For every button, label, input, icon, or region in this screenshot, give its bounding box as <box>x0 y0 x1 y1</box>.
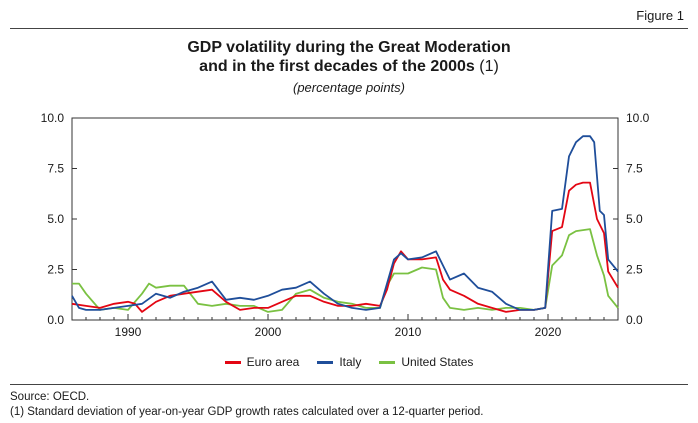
legend-label-united-states: United States <box>401 355 474 369</box>
legend-item-euro-area: Euro area <box>224 355 300 369</box>
chart-title-line2-text: and in the first decades of the 2000s <box>199 58 475 75</box>
series-line-euro-area <box>71 181 619 313</box>
figure-label: Figure 1 <box>636 8 684 23</box>
y-tick-label-right: 2.5 <box>626 263 643 277</box>
source-text: Source: OECD. <box>10 391 90 403</box>
y-tick-label-right: 5.0 <box>626 212 643 226</box>
footnote-text: (1) Standard deviation of year-on-year G… <box>10 406 484 418</box>
legend-swatch-united-states <box>379 360 396 364</box>
chart-title: GDP volatility during the Great Moderati… <box>0 38 698 76</box>
legend-item-united-states: United States <box>379 355 473 369</box>
series-line-italy <box>71 135 619 311</box>
x-tick-label: 2020 <box>535 325 562 339</box>
chart-subtitle: (percentage points) <box>292 80 405 95</box>
y-tick-label-left: 7.5 <box>47 162 64 176</box>
chart-title-line1: GDP volatility during the Great Moderati… <box>187 39 511 56</box>
legend-label-euro-area: Euro area <box>246 355 300 369</box>
x-tick-label: 2010 <box>395 325 422 339</box>
y-tick-label-right: 7.5 <box>626 162 643 176</box>
source-notes: Source: OECD. (1) Standard deviation of … <box>10 390 483 420</box>
series-line-united-states <box>72 228 619 313</box>
chart-legend: Euro area Italy United States <box>0 355 698 369</box>
legend-item-italy: Italy <box>317 355 361 369</box>
legend-label-italy: Italy <box>339 355 362 369</box>
legend-swatch-italy <box>317 360 334 364</box>
line-chart: 0.0 0.0 2.5 2.5 5.0 5.0 7.5 7.5 10.0 10.0 1990 2000… <box>41 111 650 339</box>
y-tick-label-right: 0.0 <box>626 313 643 327</box>
chart-title-note: (1) <box>479 58 499 75</box>
y-tick-label-right: 10.0 <box>626 111 650 125</box>
x-tick-label: 1990 <box>115 325 142 339</box>
chart-title-line2: and in the first decades of the 2000s (1… <box>0 57 698 76</box>
y-tick-label-left: 0.0 <box>47 313 64 327</box>
legend-swatch-euro-area <box>224 360 241 364</box>
x-tick-label: 2000 <box>255 325 282 339</box>
top-divider <box>10 28 688 29</box>
plot-frame <box>71 117 619 321</box>
y-tick-label-left: 2.5 <box>47 263 64 277</box>
y-tick-label-left: 10.0 <box>41 111 65 125</box>
bottom-divider <box>10 384 688 385</box>
y-tick-label-left: 5.0 <box>47 212 64 226</box>
